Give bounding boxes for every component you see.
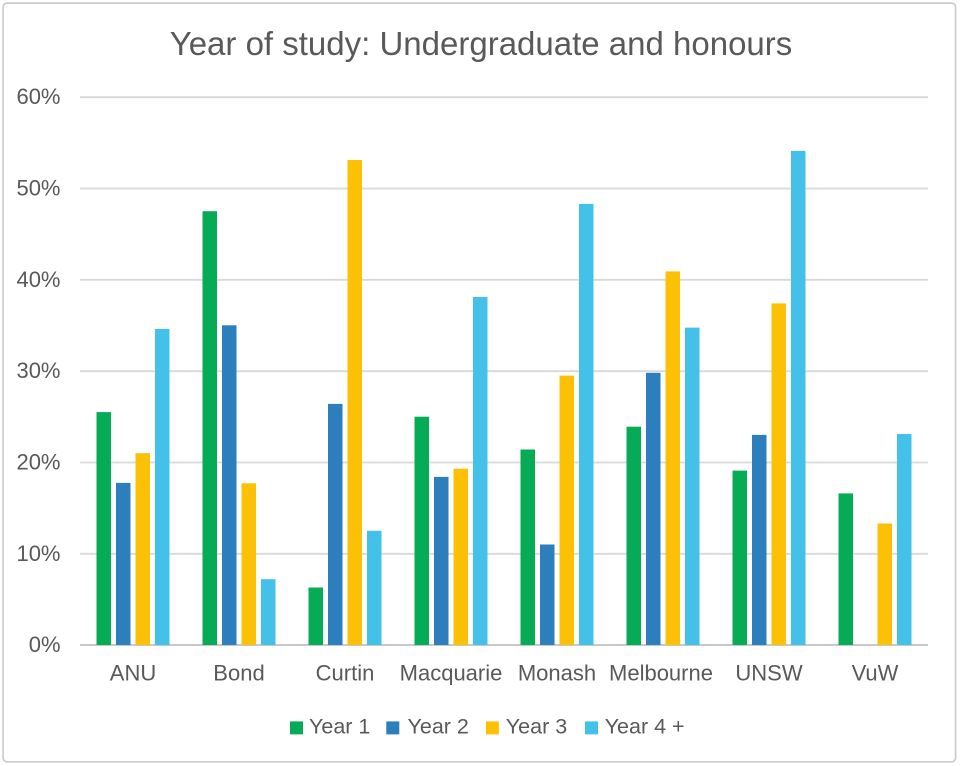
svg-text:10%: 10% bbox=[16, 541, 60, 566]
svg-text:0%: 0% bbox=[29, 632, 61, 657]
svg-text:Monash: Monash bbox=[518, 661, 596, 686]
svg-text:UNSW: UNSW bbox=[735, 661, 802, 686]
svg-text:Macquarie: Macquarie bbox=[400, 661, 503, 686]
svg-text:ANU: ANU bbox=[110, 661, 156, 686]
svg-text:40%: 40% bbox=[16, 267, 60, 292]
svg-text:Curtin: Curtin bbox=[316, 661, 375, 686]
svg-text:Year 3: Year 3 bbox=[506, 714, 567, 738]
svg-text:Year 4 +: Year 4 + bbox=[605, 714, 685, 738]
svg-text:30%: 30% bbox=[16, 358, 60, 383]
svg-text:50%: 50% bbox=[16, 176, 60, 201]
svg-text:20%: 20% bbox=[16, 450, 60, 475]
svg-text:Year 1: Year 1 bbox=[309, 714, 370, 738]
svg-text:Year 2: Year 2 bbox=[408, 714, 469, 738]
svg-text:Melbourne: Melbourne bbox=[609, 661, 713, 686]
svg-text:Year of study: Undergraduate a: Year of study: Undergraduate and honours bbox=[170, 25, 793, 62]
svg-text:Bond: Bond bbox=[213, 661, 264, 686]
svg-text:VuW: VuW bbox=[852, 661, 899, 686]
svg-text:60%: 60% bbox=[16, 84, 60, 109]
